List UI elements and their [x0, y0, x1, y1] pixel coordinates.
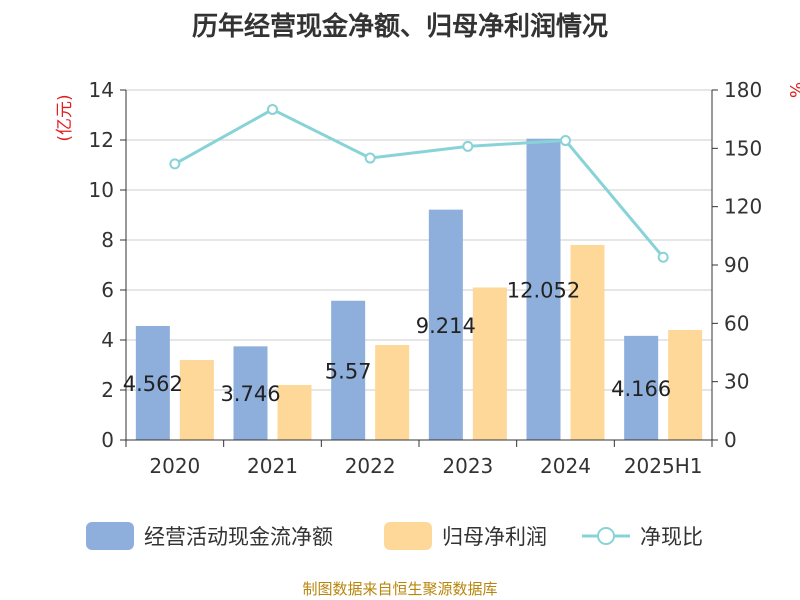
bar-value-label: 12.052 [507, 278, 580, 302]
ratio-point [364, 152, 376, 164]
legend-label-ratio: 净现比 [640, 525, 703, 549]
bar-value-label: 4.166 [611, 377, 671, 401]
bar-cash-flow [233, 346, 268, 440]
bar-cash-flow [624, 335, 659, 440]
bar-value-label: 5.57 [325, 359, 372, 383]
bar-net-profit [570, 245, 605, 440]
legend-swatch-cash-flow [86, 522, 134, 550]
x-tick-label: 2022 [345, 454, 396, 478]
ratio-point [462, 140, 474, 152]
y-left-tick-label: 6 [101, 278, 114, 302]
bar-net-profit [472, 287, 507, 440]
ratio-point [267, 103, 278, 115]
y-right-tick-label: 60 [724, 311, 749, 335]
bars [135, 138, 703, 440]
bar-net-profit [179, 360, 214, 440]
bar-net-profit [668, 330, 703, 440]
bar-value-label: 9.214 [416, 314, 476, 338]
gridlines [126, 89, 712, 391]
y-right-tick-label: 120 [724, 195, 762, 219]
legend-swatch-ratio-marker [597, 527, 615, 545]
x-tick-label: 2023 [442, 454, 493, 478]
bar-net-profit [277, 385, 312, 440]
bar-cash-flow [135, 325, 170, 440]
x-tick-label: 2021 [247, 454, 298, 478]
legend-label-net-profit: 归母净利润 [442, 525, 547, 549]
y-left-axis-label: (亿元) [55, 94, 75, 141]
bar-value-label: 3.746 [220, 382, 280, 406]
y-left-tick-label: 4 [101, 328, 114, 352]
ratio-point [657, 251, 669, 263]
y-left-tick-label: 2 [101, 378, 114, 402]
legend: 经营活动现金流净额 归母净利润 净现比 [86, 522, 703, 550]
bar-labels: 4.562 3.746 5.57 9.214 12.052 4.166 [123, 278, 671, 406]
x-tick-label: 2025H1 [624, 454, 703, 478]
y-left-tick-label: 14 [89, 78, 114, 102]
y-left-tick-label: 8 [101, 228, 114, 252]
legend-swatch-net-profit [384, 522, 432, 550]
x-tick-label: 2024 [540, 454, 591, 478]
y-right-tick-label: 30 [724, 370, 749, 394]
y-left-tick-label: 10 [89, 178, 114, 202]
legend-label-cash-flow: 经营活动现金流净额 [144, 525, 333, 549]
bar-value-label: 4.562 [123, 372, 183, 396]
x-tick-label: 2020 [149, 454, 200, 478]
y-right-tick-label: 0 [724, 428, 737, 452]
ratio-line [174, 107, 665, 259]
bar-cash-flow [331, 300, 366, 440]
bar-cash-flow [526, 138, 561, 440]
y-right-tick-label: 150 [724, 136, 762, 160]
bar-cash-flow [428, 209, 463, 440]
ratio-line-series [169, 103, 669, 263]
chart-title: 历年经营现金净额、归母净利润情况 [191, 12, 608, 42]
y-left-tick-label: 0 [101, 428, 114, 452]
ratio-point [169, 158, 181, 170]
ratio-point [560, 135, 571, 147]
y-right-tick-label: 180 [724, 78, 762, 102]
y-right-tick-label: 90 [724, 253, 749, 277]
axes: 0 2 4 6 8 10 12 14 0 30 60 90 120 150 180 (亿元)% 2020 2021… [55, 78, 800, 478]
bar-net-profit [375, 345, 410, 440]
source-note: 制图数据来自恒生聚源数据库 [302, 580, 498, 598]
y-left-tick-label: 12 [89, 128, 114, 152]
y-right-axis-label: % [785, 82, 800, 98]
